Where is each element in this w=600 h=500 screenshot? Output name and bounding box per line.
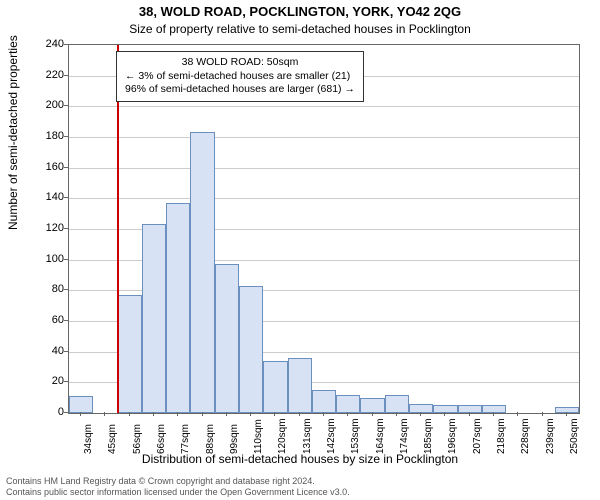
histogram-bar (263, 361, 287, 413)
x-tick-label: 131sqm (302, 418, 313, 454)
histogram-bar (142, 224, 166, 413)
x-tick-label: 66sqm (156, 424, 167, 454)
info-line: 38 WOLD ROAD: 50sqm (125, 56, 355, 70)
x-tick-label: 185sqm (423, 418, 434, 454)
histogram-bar (458, 405, 482, 413)
y-tick (64, 412, 68, 413)
info-line: 96% of semi-detached houses are larger (… (125, 83, 355, 97)
x-tick-label: 196sqm (447, 418, 458, 454)
y-tick-label: 0 (58, 406, 64, 418)
x-tick-label: 99sqm (229, 424, 240, 454)
x-tick (202, 412, 203, 416)
info-line: ← 3% of semi-detached houses are smaller… (125, 70, 355, 84)
footer-line-1: Contains HM Land Registry data © Crown c… (6, 476, 594, 487)
y-tick (64, 259, 68, 260)
histogram-bar (433, 405, 457, 413)
y-tick-label: 100 (46, 253, 64, 265)
x-tick (250, 412, 251, 416)
y-tick (64, 105, 68, 106)
y-tick-label: 40 (52, 345, 64, 357)
histogram-bar (409, 404, 433, 413)
y-tick (64, 320, 68, 321)
x-tick-label: 142sqm (326, 418, 337, 454)
y-axis-label: Number of semi-detached properties (6, 35, 20, 230)
info-box: 38 WOLD ROAD: 50sqm← 3% of semi-detached… (116, 51, 364, 102)
histogram-bar (166, 203, 190, 413)
x-tick (517, 412, 518, 416)
y-tick-label: 240 (46, 38, 64, 50)
y-tick (64, 44, 68, 45)
x-tick (129, 412, 130, 416)
x-tick-label: 120sqm (277, 418, 288, 454)
y-tick (64, 167, 68, 168)
x-tick (420, 412, 421, 416)
x-tick-label: 239sqm (545, 418, 556, 454)
y-tick-label: 200 (46, 99, 64, 111)
x-tick-label: 207sqm (472, 418, 483, 454)
x-tick (372, 412, 373, 416)
x-tick (177, 412, 178, 416)
histogram-bar (312, 390, 336, 413)
y-tick-label: 20 (52, 375, 64, 387)
histogram-bar (288, 358, 312, 413)
histogram-bar (69, 396, 93, 413)
x-tick (396, 412, 397, 416)
y-tick (64, 136, 68, 137)
x-tick (469, 412, 470, 416)
x-tick-label: 88sqm (205, 424, 216, 454)
x-tick (347, 412, 348, 416)
y-tick-label: 160 (46, 161, 64, 173)
x-axis-label: Distribution of semi-detached houses by … (0, 452, 600, 466)
x-tick (80, 412, 81, 416)
x-tick (226, 412, 227, 416)
x-tick-label: 218sqm (496, 418, 507, 454)
histogram-bar (239, 286, 263, 413)
y-tick-label: 80 (52, 283, 64, 295)
y-tick (64, 289, 68, 290)
x-tick (274, 412, 275, 416)
histogram-bar (360, 398, 384, 413)
y-tick-label: 60 (52, 314, 64, 326)
chart-subtitle: Size of property relative to semi-detach… (0, 22, 600, 36)
x-tick (566, 412, 567, 416)
x-tick-label: 77sqm (180, 424, 191, 454)
y-tick-label: 180 (46, 130, 64, 142)
x-tick (153, 412, 154, 416)
histogram-bar (385, 395, 409, 413)
x-tick (542, 412, 543, 416)
x-tick (323, 412, 324, 416)
y-tick (64, 75, 68, 76)
chart-container: 38, WOLD ROAD, POCKLINGTON, YORK, YO42 2… (0, 0, 600, 500)
histogram-bar (190, 132, 214, 413)
y-tick-label: 120 (46, 222, 64, 234)
histogram-bar (118, 295, 142, 413)
y-tick (64, 351, 68, 352)
x-tick-label: 45sqm (107, 424, 118, 454)
y-tick (64, 228, 68, 229)
x-tick-label: 153sqm (350, 418, 361, 454)
y-tick (64, 197, 68, 198)
x-tick-label: 110sqm (253, 419, 264, 454)
x-tick-label: 56sqm (132, 424, 143, 454)
footer: Contains HM Land Registry data © Crown c… (6, 476, 594, 498)
x-tick-label: 228sqm (520, 418, 531, 454)
chart-title: 38, WOLD ROAD, POCKLINGTON, YORK, YO42 2… (0, 4, 600, 19)
x-tick-label: 164sqm (375, 418, 386, 454)
y-tick (64, 381, 68, 382)
y-tick-label: 220 (46, 69, 64, 81)
x-tick-label: 250sqm (569, 418, 580, 454)
x-tick (444, 412, 445, 416)
x-tick-label: 174sqm (399, 418, 410, 454)
histogram-bar (336, 395, 360, 413)
x-tick (104, 412, 105, 416)
y-tick-label: 140 (46, 191, 64, 203)
x-tick (493, 412, 494, 416)
plot-area: 38 WOLD ROAD: 50sqm← 3% of semi-detached… (68, 44, 580, 414)
histogram-bar (215, 264, 239, 413)
footer-line-2: Contains public sector information licen… (6, 487, 594, 498)
histogram-bar (555, 407, 579, 413)
x-tick-label: 34sqm (83, 424, 94, 454)
x-tick (299, 412, 300, 416)
